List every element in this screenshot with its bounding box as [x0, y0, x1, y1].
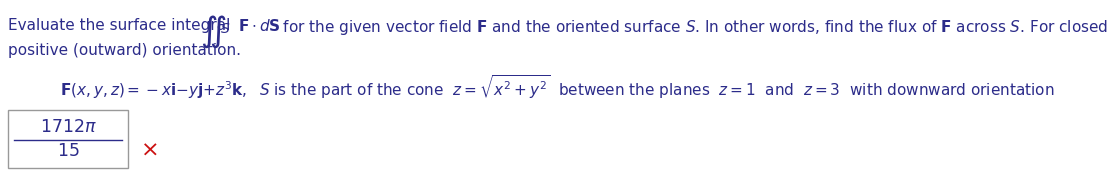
Text: $\mathbf{F}$$(x, y, z) = -x$$\mathbf{i}$$ - y$$\mathbf{j}$$ + z^3$$\mathbf{k}$$,: $\mathbf{F}$$(x, y, z) = -x$$\mathbf{i}$… [60, 73, 1055, 101]
Text: $\times$: $\times$ [140, 140, 157, 160]
Text: positive (outward) orientation.: positive (outward) orientation. [8, 43, 242, 58]
Bar [8, 110, 129, 168]
Text: $\mathbf{F} \cdot d\mathbf{S}$: $\mathbf{F} \cdot d\mathbf{S}$ [238, 18, 280, 34]
Text: $1712\pi$: $1712\pi$ [40, 118, 96, 136]
Text: Evaluate the surface integral: Evaluate the surface integral [8, 18, 230, 33]
Text: for the given vector field $\mathbf{F}$ and the oriented surface $S$. In other w: for the given vector field $\mathbf{F}$ … [278, 18, 1108, 37]
Text: $S$: $S$ [220, 22, 230, 36]
Text: $\iint$: $\iint$ [201, 14, 226, 50]
Text: $15$: $15$ [57, 142, 80, 160]
